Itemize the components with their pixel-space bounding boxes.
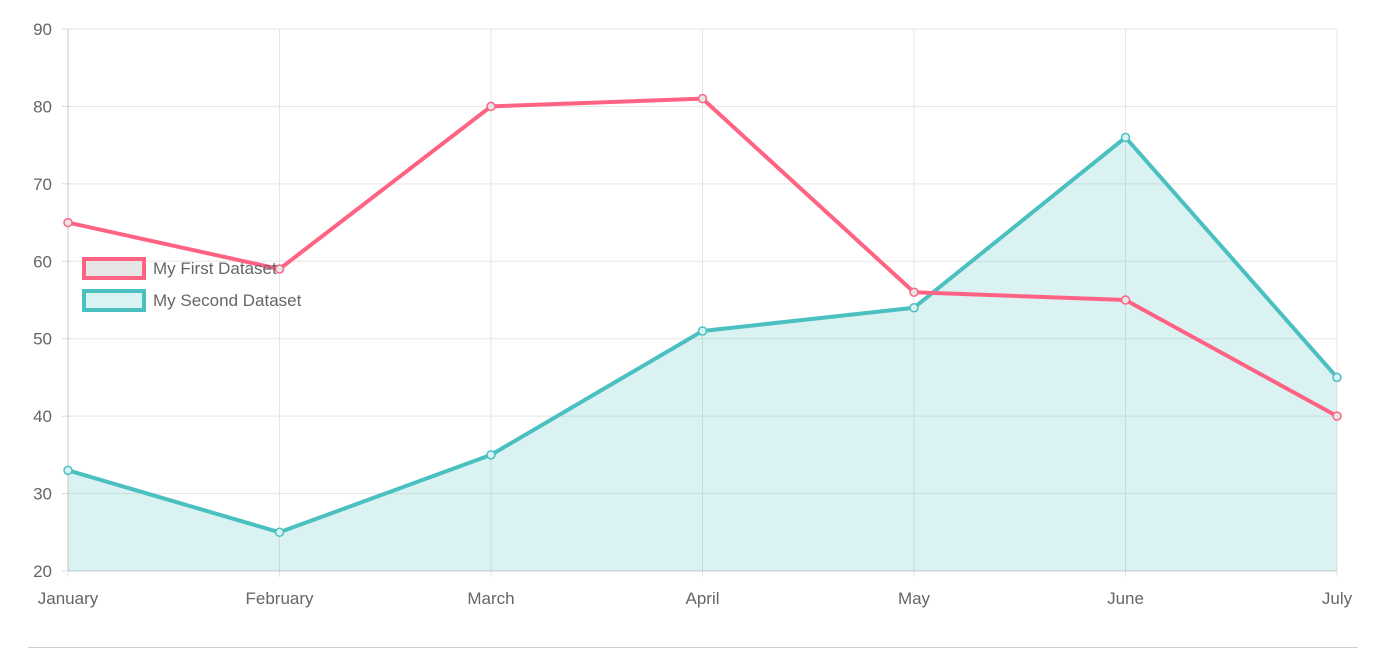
series-area-2: [68, 137, 1337, 571]
legend-swatch[interactable]: [82, 289, 146, 312]
x-tick-label: April: [685, 589, 719, 608]
data-point[interactable]: [486, 101, 496, 112]
data-point[interactable]: [63, 217, 73, 228]
data-point[interactable]: [1332, 372, 1342, 383]
y-tick-label: 60: [33, 252, 52, 271]
x-tick-label: June: [1107, 589, 1144, 608]
x-tick-label: March: [467, 589, 514, 608]
data-point[interactable]: [274, 264, 285, 274]
legend-label[interactable]: My Second Dataset: [153, 291, 302, 310]
bottom-divider: [28, 647, 1358, 648]
data-point[interactable]: [909, 302, 919, 313]
data-point[interactable]: [1120, 295, 1131, 305]
x-tick-label: January: [38, 589, 99, 608]
y-tick-label: 20: [33, 562, 52, 581]
x-tick-label: February: [245, 589, 314, 608]
y-tick-label: 80: [33, 97, 52, 116]
grid-lines: [62, 28, 1338, 577]
x-tick-label: May: [898, 589, 931, 608]
y-tick-label: 30: [33, 485, 52, 504]
data-point[interactable]: [909, 287, 919, 298]
y-tick-label: 90: [33, 20, 52, 39]
y-tick-label: 40: [33, 407, 52, 426]
data-point[interactable]: [697, 93, 708, 104]
data-point[interactable]: [486, 450, 496, 460]
y-axis-tick-labels: 90 80 70 60 50 40 30 20: [33, 20, 52, 581]
data-points: [63, 93, 1342, 538]
data-point[interactable]: [274, 527, 285, 538]
area-fills: [68, 137, 1337, 571]
data-point[interactable]: [1120, 132, 1131, 143]
legend-swatch[interactable]: [82, 257, 146, 280]
y-tick-label: 70: [33, 175, 52, 194]
legend-label[interactable]: My First Dataset: [153, 259, 277, 278]
data-point[interactable]: [697, 326, 708, 336]
x-axis-tick-labels: January February March April May June July: [38, 589, 1353, 608]
data-point[interactable]: [63, 465, 73, 476]
data-point[interactable]: [1332, 411, 1342, 421]
x-tick-label: July: [1322, 589, 1353, 608]
legend: My First Dataset My Second Dataset: [82, 257, 302, 312]
y-tick-label: 50: [33, 330, 52, 349]
